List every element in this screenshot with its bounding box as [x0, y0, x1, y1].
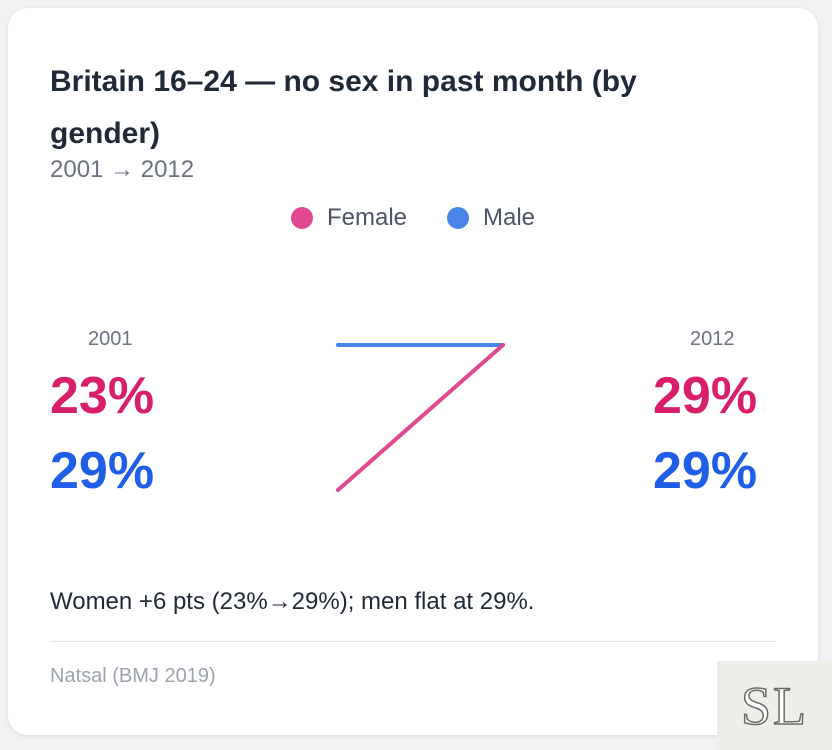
legend-label-male: Male	[483, 204, 536, 231]
male-start-value: 29%	[50, 442, 155, 500]
chart-card: Britain 16–24 — no sex in past month (by…	[8, 8, 818, 735]
chart-annotation: Women +6 pts (23%→29%); men flat at 29%.	[50, 588, 535, 615]
slope-chart	[336, 343, 505, 492]
legend-swatch-female	[290, 207, 313, 229]
year-label-start: 2001	[88, 328, 133, 350]
female-start-value: 23%	[50, 367, 155, 425]
legend-item-male: Male	[447, 204, 535, 232]
divider	[50, 641, 776, 642]
year-label-end: 2012	[690, 328, 735, 350]
legend-swatch-male	[447, 207, 469, 229]
source-note: Natsal (BMJ 2019)	[50, 665, 216, 687]
chart-title: Britain 16–24 — no sex in past month (by…	[50, 65, 637, 150]
legend-label-female: Female	[326, 204, 407, 231]
male-end-value: 29%	[653, 442, 758, 500]
legend-item-female: Female	[290, 204, 407, 232]
logo-mark: SL	[740, 675, 809, 737]
legend: Female Male	[8, 204, 818, 232]
watermark-logo: SL	[717, 661, 832, 750]
chart-subtitle: 2001 → 2012	[50, 156, 195, 183]
female-end-value: 29%	[653, 367, 758, 425]
slope-line-female	[336, 343, 505, 492]
